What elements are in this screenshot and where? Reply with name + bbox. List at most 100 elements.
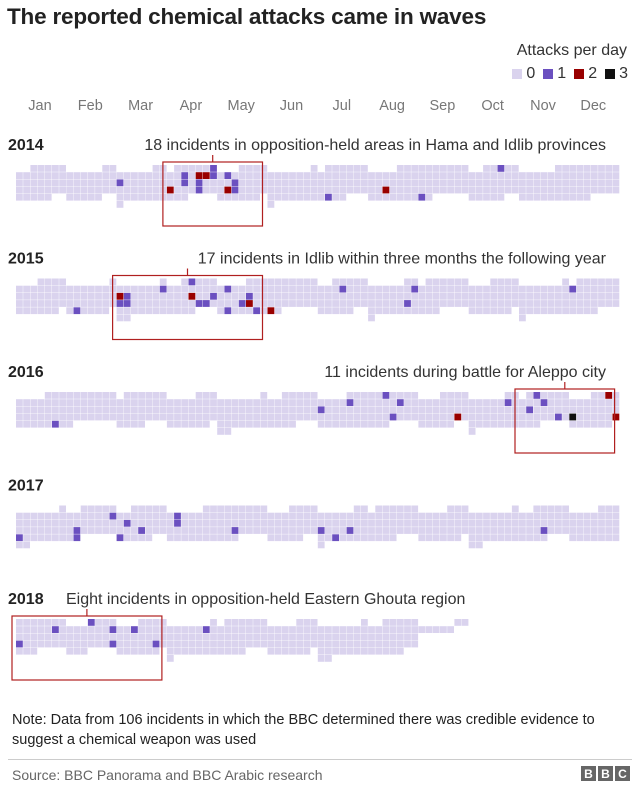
day-cell bbox=[210, 300, 217, 307]
day-cell bbox=[123, 179, 131, 187]
day-cell bbox=[66, 307, 74, 315]
day-cell bbox=[152, 172, 160, 179]
day-cell bbox=[346, 512, 354, 520]
day-cell bbox=[274, 626, 282, 633]
day-cell bbox=[202, 406, 210, 414]
day-cell bbox=[569, 534, 577, 542]
day-cell bbox=[504, 534, 512, 542]
day-cell bbox=[504, 527, 512, 534]
day-cell bbox=[44, 640, 52, 648]
day-cell bbox=[52, 292, 59, 300]
day-cell bbox=[583, 406, 591, 414]
day-cell bbox=[188, 527, 196, 534]
day-cell bbox=[296, 193, 304, 201]
day-cell bbox=[166, 420, 174, 428]
day-cell bbox=[483, 300, 490, 307]
day-cell bbox=[519, 314, 526, 322]
day-cell bbox=[583, 193, 591, 201]
day-cell bbox=[511, 512, 519, 520]
day-cell bbox=[95, 512, 102, 520]
day-cell bbox=[382, 300, 390, 307]
day-cell bbox=[461, 292, 469, 300]
day-cell bbox=[404, 278, 411, 286]
day-cell bbox=[583, 413, 591, 421]
day-cell bbox=[303, 278, 311, 286]
day-cell bbox=[504, 512, 512, 520]
day-cell bbox=[166, 640, 174, 648]
day-cell bbox=[425, 278, 433, 286]
day-cell bbox=[368, 292, 375, 300]
day-cell bbox=[296, 278, 304, 286]
day-cell bbox=[612, 534, 620, 542]
day-cell bbox=[375, 420, 383, 428]
day-cell bbox=[375, 307, 383, 315]
day-cell bbox=[583, 300, 591, 307]
day-cell bbox=[396, 165, 404, 172]
day-cell bbox=[80, 392, 88, 399]
day-cell bbox=[87, 179, 95, 187]
day-cell bbox=[317, 512, 325, 520]
day-cell bbox=[145, 172, 153, 179]
day-cell bbox=[540, 292, 548, 300]
day-cell bbox=[87, 399, 95, 406]
day-cell bbox=[30, 307, 38, 315]
day-cell bbox=[325, 633, 332, 641]
day-cell-attack bbox=[555, 413, 562, 421]
day-cell bbox=[598, 406, 605, 414]
day-cell bbox=[260, 512, 268, 520]
day-cell bbox=[188, 165, 196, 172]
day-cell bbox=[483, 285, 490, 293]
day-cell bbox=[224, 406, 232, 414]
day-cell bbox=[447, 285, 454, 293]
day-cell bbox=[52, 179, 59, 187]
day-cell bbox=[59, 534, 66, 542]
day-cell bbox=[59, 292, 66, 300]
day-cell bbox=[425, 179, 433, 187]
day-cell bbox=[80, 647, 88, 655]
day-cell bbox=[23, 619, 30, 626]
day-cell bbox=[519, 285, 526, 293]
day-cell bbox=[181, 292, 189, 300]
day-cell bbox=[260, 179, 268, 187]
day-cell-attack bbox=[52, 626, 59, 633]
day-cell bbox=[267, 300, 275, 307]
day-cell bbox=[310, 633, 318, 641]
month-label: Jul bbox=[333, 98, 352, 114]
day-cell bbox=[612, 165, 620, 172]
day-cell bbox=[217, 647, 224, 655]
day-cell bbox=[281, 186, 289, 194]
day-cell bbox=[368, 640, 375, 648]
day-cell bbox=[332, 512, 339, 520]
day-cell bbox=[353, 165, 361, 172]
day-cell bbox=[217, 633, 224, 641]
day-cell bbox=[540, 186, 548, 194]
day-cell bbox=[87, 406, 95, 414]
day-cell bbox=[576, 420, 584, 428]
day-cell bbox=[224, 633, 232, 641]
day-cell bbox=[289, 179, 296, 187]
day-cell bbox=[138, 406, 145, 414]
day-cell bbox=[361, 300, 368, 307]
day-cell bbox=[547, 519, 555, 527]
day-cell bbox=[202, 278, 210, 286]
day-cell bbox=[569, 193, 577, 201]
day-cell bbox=[361, 292, 368, 300]
day-cell bbox=[332, 179, 339, 187]
day-cell bbox=[210, 633, 217, 641]
day-cell bbox=[303, 179, 311, 187]
day-cell bbox=[224, 619, 232, 626]
day-cell bbox=[533, 406, 541, 414]
month-label: Aug bbox=[379, 98, 405, 114]
day-cell bbox=[195, 292, 203, 300]
day-cell bbox=[174, 406, 181, 414]
day-cell bbox=[281, 193, 289, 201]
day-cell bbox=[102, 413, 110, 421]
day-cell bbox=[80, 307, 88, 315]
day-cell bbox=[468, 300, 476, 307]
day-cell-attack bbox=[396, 399, 404, 406]
day-cell bbox=[109, 633, 117, 641]
day-cell bbox=[87, 172, 95, 179]
day-cell bbox=[80, 505, 88, 513]
day-cell bbox=[30, 413, 38, 421]
day-cell bbox=[30, 512, 38, 520]
